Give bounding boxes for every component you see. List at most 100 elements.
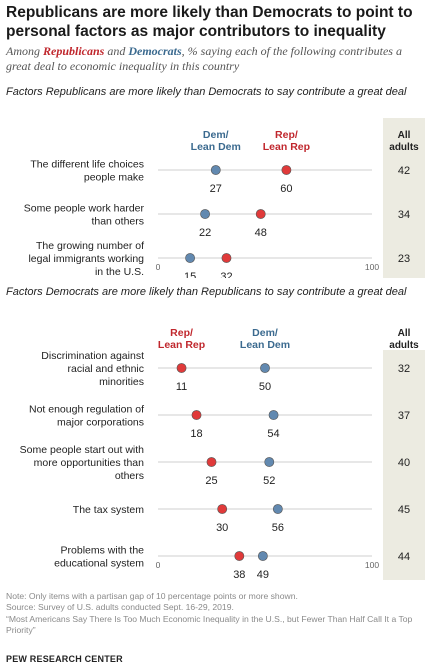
row-label: Not enough regulation of (29, 404, 144, 416)
dem-value-label: 22 (199, 227, 211, 239)
pew-brand: PEW RESEARCH CENTER (6, 654, 123, 664)
footer-report: “Most Americans Say There Is Too Much Ec… (6, 613, 413, 636)
rep-dot (191, 410, 202, 420)
rep-dot (281, 165, 292, 175)
dem-dot (260, 363, 270, 373)
dem-dot (264, 457, 275, 467)
rep-series-label: Rep/ (275, 129, 298, 141)
rep-value-label: 38 (233, 569, 245, 581)
row-label: people make (84, 172, 144, 184)
rep-value-label: 48 (255, 227, 267, 239)
row-label: others (115, 470, 144, 482)
dem-series-label: Lean Dem (191, 141, 241, 153)
all-adults-column (383, 350, 425, 580)
all-adults-header: All (398, 130, 411, 141)
axis-min-label: 0 (156, 262, 161, 272)
all-adults-value: 37 (398, 410, 410, 422)
all-adults-column (383, 118, 425, 278)
dem-value-label: 27 (210, 183, 222, 195)
rep-dot (221, 253, 232, 263)
all-adults-value: 45 (398, 504, 410, 516)
rep-value-label: 25 (205, 475, 217, 487)
axis-max-label: 100 (365, 262, 379, 272)
dem-dot (257, 551, 268, 561)
row-label: The tax system (73, 504, 144, 516)
rep-dot (234, 551, 245, 561)
row-label: The different life choices (30, 159, 144, 171)
dem-dot (272, 504, 283, 514)
rep-dot (206, 457, 217, 467)
row-label: legal immigrants working (28, 253, 144, 265)
rep-value-label: 30 (216, 522, 228, 534)
rep-dot (217, 504, 228, 514)
rep-value-label: 60 (280, 183, 292, 195)
row-label: Some people work harder (24, 203, 145, 215)
rep-value-label: 11 (176, 381, 187, 393)
dem-value-label: 50 (259, 381, 271, 393)
subtitle-democrats: Democrats (128, 44, 182, 58)
all-adults-value: 44 (398, 551, 410, 563)
row-label: in the U.S. (95, 266, 144, 278)
footer: Note: Only items with a partisan gap of … (6, 591, 430, 637)
dem-series-label: Dem/ (203, 129, 229, 141)
row-label: than others (91, 216, 144, 228)
row-label: The growing number of (36, 240, 144, 252)
dem-dot (185, 253, 195, 263)
section-2-title: Factors Democrats are more likely than R… (6, 286, 407, 298)
row-label: Problems with the (61, 545, 145, 557)
axis-min-label: 0 (156, 560, 161, 570)
all-adults-value: 34 (398, 209, 410, 221)
row-label: Some people start out with (20, 444, 144, 456)
footer-note: Note: Only items with a partisan gap of … (6, 591, 298, 601)
row-label: more opportunities than (34, 457, 144, 469)
all-adults-value: 23 (398, 253, 410, 265)
dem-dot (268, 410, 279, 420)
dem-value-label: 52 (263, 475, 275, 487)
subtitle-prefix: Among (6, 44, 43, 58)
row-label: racial and ethnic (68, 363, 144, 375)
dem-dot (200, 209, 210, 219)
chart-subtitle: Among Republicans and Democrats, % sayin… (6, 44, 428, 74)
dem-series-label: Lean Dem (240, 339, 290, 351)
all-adults-value: 32 (398, 363, 410, 375)
rep-dot (176, 363, 187, 373)
dem-value-label: 15 (184, 271, 196, 278)
all-adults-value: 42 (398, 165, 410, 177)
axis-max-label: 100 (365, 560, 379, 570)
rep-series-label: Rep/ (170, 327, 193, 339)
row-label: major corporations (57, 417, 144, 429)
rep-series-label: Lean Rep (263, 141, 310, 153)
dem-dot (210, 165, 221, 175)
dem-value-label: 56 (272, 522, 284, 534)
dem-value-label: 49 (257, 569, 269, 581)
footer-source: Source: Survey of U.S. adults conducted … (6, 602, 234, 613)
chart-row: The tax system 30 56 45 (73, 504, 410, 534)
row-label: minorities (99, 376, 144, 388)
rep-series-label: Lean Rep (158, 339, 205, 351)
all-adults-header: All (398, 328, 411, 339)
dem-value-label: 54 (267, 428, 279, 440)
rep-value-label: 18 (190, 428, 202, 440)
all-adults-header: adults (389, 340, 419, 351)
section-1-title: Factors Republicans are more likely than… (6, 86, 407, 98)
subtitle-suffix: , % saying each of the following contrib… (6, 44, 402, 73)
row-label: educational system (54, 558, 144, 570)
subtitle-and: and (104, 44, 129, 58)
rep-value-label: 32 (220, 271, 232, 278)
dem-series-label: Dem/ (252, 327, 278, 339)
all-adults-value: 40 (398, 457, 410, 469)
chart-title: Republicans are more likely than Democra… (6, 4, 413, 40)
subtitle-republicans: Republicans (43, 44, 105, 58)
all-adults-header: adults (389, 142, 419, 153)
row-label: Discrimination against (41, 350, 144, 362)
rep-dot (255, 209, 266, 219)
